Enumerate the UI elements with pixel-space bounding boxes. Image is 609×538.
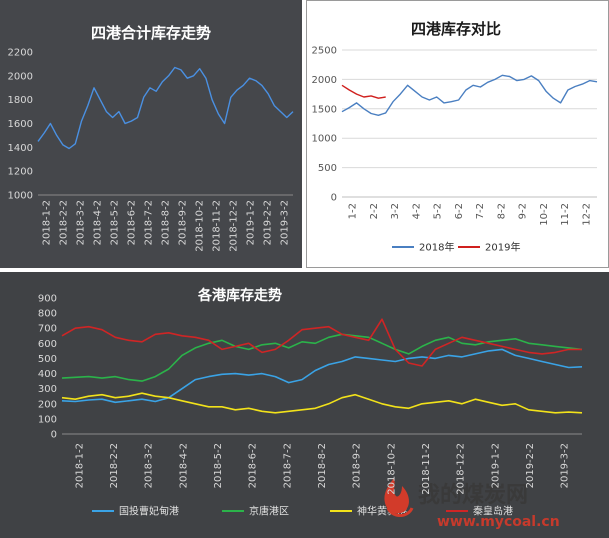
watermark-url: www.mycoal.cn	[437, 514, 560, 530]
chart1-x-tick-label: 2019-2-2	[263, 200, 274, 245]
chart3-x-tick-label: 2018-5-2	[213, 443, 224, 488]
chart2-y-tick-label: 1500	[312, 104, 337, 115]
chart1-y-tick-label: 2000	[8, 71, 33, 82]
chart3-x-tick-label: 2018-7-2	[282, 443, 293, 488]
chart1-x-tick-label: 2018-11-2	[212, 200, 223, 252]
chart1-x-tick-label: 2018-5-2	[110, 200, 121, 245]
chart2-x-tick-label: 10-2	[539, 203, 550, 226]
chart3-y-tick-label: 100	[38, 414, 57, 425]
chart2-x-tick-label: 3-2	[390, 203, 401, 219]
chart-panel-total	[0, 0, 302, 268]
chart1-x-tick-label: 2018-8-2	[161, 200, 172, 245]
chart2-x-tick-label: 12-2	[581, 203, 592, 226]
chart3-y-tick-label: 300	[38, 384, 57, 395]
chart2-title: 四港库存对比	[411, 20, 501, 38]
chart1-title: 四港合计库存走势	[91, 24, 211, 42]
chart3-y-tick-label: 0	[51, 430, 57, 441]
chart3-series-line-3	[61, 318, 582, 367]
chart2-legend-2019: 2019年	[485, 241, 520, 254]
chart3-legend-qinhuangdao: 秦皇岛港	[473, 505, 513, 518]
chart2-legend-2018: 2018年	[419, 241, 454, 254]
chart2-y-tick-label: 500	[318, 163, 337, 174]
chart2-x-tick-label: 4-2	[411, 203, 422, 219]
chart2-series-line-0	[341, 74, 598, 117]
chart3-x-tick-label: 2018-2-2	[109, 443, 120, 488]
chart2-series-line-1	[341, 84, 386, 99]
chart3-x-tick-label: 2018-3-2	[144, 443, 155, 488]
chart1-series-line-0	[37, 66, 294, 150]
chart3-y-tick-label: 900	[38, 294, 57, 305]
chart3-x-tick-label: 2018-10-2	[386, 443, 397, 495]
watermark-name: 我的煤炭网	[418, 482, 528, 508]
chart2-x-tick-label: 5-2	[433, 203, 444, 219]
chart3-series-line-0	[61, 348, 583, 404]
chart3-legend-caofeidian: 国投曹妃甸港	[119, 505, 179, 518]
chart3-series-line-1	[61, 333, 583, 382]
chart1-x-tick-label: 2018-4-2	[93, 200, 104, 245]
chart2-x-tick-label: 11-2	[560, 203, 571, 226]
chart3-legend-jingtang: 京唐港区	[249, 505, 289, 518]
chart1-x-tick-label: 2018-2-2	[59, 200, 70, 245]
chart1-y-tick-label: 1000	[8, 191, 33, 202]
chart3-y-tick-label: 800	[38, 309, 57, 320]
chart3-y-tick-label: 400	[38, 369, 57, 380]
chart2-y-tick-label: 1000	[312, 134, 337, 145]
chart2-x-tick-label: 6-2	[454, 203, 465, 219]
chart1-x-tick-label: 2018-6-2	[127, 200, 138, 245]
chart3-title: 各港库存走势	[197, 287, 282, 304]
chart1-y-tick-label: 1200	[8, 167, 33, 178]
chart2-y-tick-label: 2500	[312, 46, 337, 57]
chart2-x-tick-label: 1-2	[348, 203, 359, 219]
chart2-x-tick-label: 8-2	[496, 203, 507, 219]
chart2-x-tick-label: 2-2	[369, 203, 380, 219]
chart3-y-tick-label: 200	[38, 399, 57, 410]
chart1-x-tick-label: 2018-1-2	[42, 200, 53, 245]
chart3-x-tick-label: 2018-8-2	[317, 443, 328, 488]
chart3-series-line-2	[61, 392, 583, 414]
chart3-x-tick-label: 2018-4-2	[178, 443, 189, 488]
chart1-x-tick-label: 2018-10-2	[195, 200, 206, 252]
chart3-x-tick-label: 2018-12-2	[456, 443, 467, 495]
chart1-x-tick-label: 2018-9-2	[178, 200, 189, 245]
chart3-x-tick-label: 2018-11-2	[421, 443, 432, 495]
chart2-y-tick-label: 0	[331, 193, 337, 204]
chart1-x-tick-label: 2019-3-2	[280, 200, 291, 245]
chart1-x-tick-label: 2018-7-2	[144, 200, 155, 245]
chart2-x-tick-label: 7-2	[475, 203, 486, 219]
chart3-x-tick-label: 2019-1-2	[490, 443, 501, 488]
chart2-x-tick-label: 9-2	[518, 203, 529, 219]
mycoal-flame-logo-icon	[384, 478, 414, 517]
chart2-y-tick-label: 2000	[312, 75, 337, 86]
chart3-x-tick-label: 2019-3-2	[560, 443, 571, 488]
chart-panel-compare	[306, 0, 609, 268]
chart3-y-tick-label: 500	[38, 354, 57, 365]
chart3-x-tick-label: 2018-9-2	[352, 443, 363, 488]
chart3-x-tick-label: 2019-2-2	[525, 443, 536, 488]
chart3-x-tick-label: 2018-6-2	[248, 443, 259, 488]
chart1-y-tick-label: 2200	[8, 48, 33, 59]
chart1-y-tick-label: 1400	[8, 143, 33, 154]
chart3-y-tick-label: 600	[38, 339, 57, 350]
chart3-x-tick-label: 2018-1-2	[74, 443, 85, 488]
chart1-y-tick-label: 1600	[8, 119, 33, 130]
chart1-x-tick-label: 2018-3-2	[76, 200, 87, 245]
chart1-x-tick-label: 2019-1-2	[246, 200, 257, 245]
chart1-y-tick-label: 1800	[8, 95, 33, 106]
chart3-y-tick-label: 700	[38, 324, 57, 335]
chart1-x-tick-label: 2018-12-2	[229, 200, 240, 252]
